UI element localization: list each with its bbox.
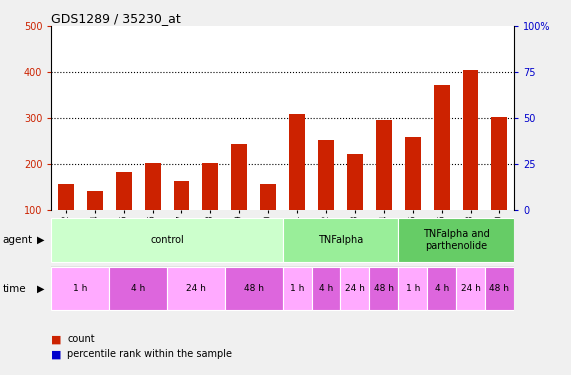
Bar: [399, 218, 514, 262]
Bar: [376, 120, 392, 256]
Text: ■: ■: [51, 334, 62, 344]
Text: 24 h: 24 h: [186, 284, 206, 293]
Bar: [340, 267, 369, 310]
Bar: [203, 163, 218, 256]
Bar: [87, 191, 103, 256]
Text: agent: agent: [3, 235, 33, 245]
Bar: [456, 267, 485, 310]
Text: TNFalpha: TNFalpha: [318, 235, 363, 245]
Bar: [109, 267, 167, 310]
Text: ■: ■: [51, 350, 62, 359]
Text: 48 h: 48 h: [489, 284, 509, 293]
Text: 48 h: 48 h: [244, 284, 264, 293]
Bar: [427, 267, 456, 310]
Bar: [58, 184, 74, 256]
Bar: [231, 144, 247, 256]
Text: TNFalpha and
parthenolide: TNFalpha and parthenolide: [423, 229, 489, 251]
Text: time: time: [3, 284, 26, 294]
Text: ▶: ▶: [37, 284, 45, 294]
Text: 48 h: 48 h: [374, 284, 394, 293]
Text: 24 h: 24 h: [345, 284, 365, 293]
Text: 4 h: 4 h: [435, 284, 449, 293]
Text: control: control: [150, 235, 184, 245]
Bar: [369, 267, 399, 310]
Text: 4 h: 4 h: [131, 284, 145, 293]
Text: 1 h: 1 h: [73, 284, 87, 293]
Bar: [347, 154, 363, 256]
Text: GDS1289 / 35230_at: GDS1289 / 35230_at: [51, 12, 181, 25]
Text: 1 h: 1 h: [290, 284, 304, 293]
Bar: [434, 85, 449, 256]
Bar: [260, 184, 276, 256]
Text: 1 h: 1 h: [405, 284, 420, 293]
Bar: [167, 267, 225, 310]
Text: percentile rank within the sample: percentile rank within the sample: [67, 350, 232, 359]
Bar: [283, 218, 399, 262]
Bar: [51, 267, 109, 310]
Bar: [51, 218, 283, 262]
Bar: [399, 267, 427, 310]
Text: 4 h: 4 h: [319, 284, 333, 293]
Bar: [283, 267, 312, 310]
Text: ▶: ▶: [37, 235, 45, 245]
Bar: [312, 267, 340, 310]
Bar: [289, 114, 305, 256]
Bar: [116, 172, 131, 256]
Bar: [405, 137, 421, 256]
Bar: [174, 181, 190, 256]
Bar: [318, 140, 334, 256]
Text: 24 h: 24 h: [461, 284, 480, 293]
Bar: [485, 267, 514, 310]
Text: count: count: [67, 334, 95, 344]
Bar: [492, 117, 508, 256]
Bar: [463, 70, 478, 256]
Bar: [144, 163, 160, 256]
Bar: [225, 267, 283, 310]
